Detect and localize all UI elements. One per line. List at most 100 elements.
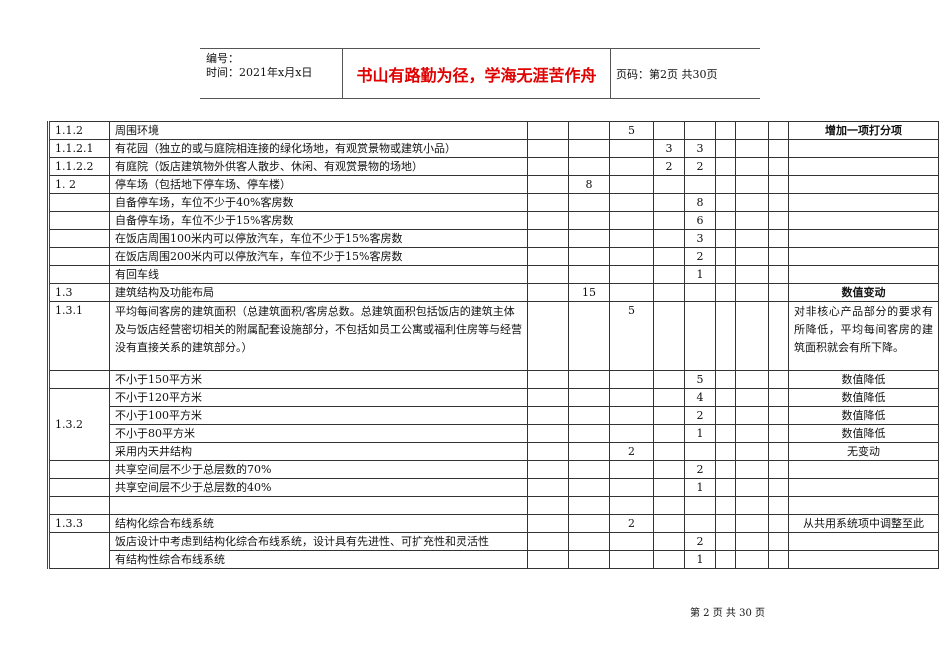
score-cell — [715, 121, 736, 140]
score-cell — [684, 283, 716, 302]
table-row: 1. 2 停车场（包括地下停车场、停车楼） 8 — [48, 175, 939, 194]
score-cell — [768, 211, 789, 230]
score-cell — [715, 211, 736, 230]
score-cell — [609, 388, 654, 407]
score-cell — [735, 193, 769, 212]
table-row: 1.3 建筑结构及功能布局 15 数值变动 — [48, 283, 939, 302]
score-cell — [527, 531, 569, 551]
score-cell — [568, 193, 610, 212]
score-cell — [684, 175, 716, 194]
table-row: 不小于80平方米 1 数值降低 — [49, 424, 939, 443]
score-cell — [715, 301, 736, 371]
score-cell — [653, 301, 685, 371]
item-description: 采用内天井结构 — [109, 442, 528, 461]
score-cell — [653, 460, 685, 479]
item-description: 周围环境 — [109, 121, 528, 140]
score-cell: 1 — [684, 265, 716, 284]
score-cell — [653, 193, 685, 212]
score-cell — [768, 229, 789, 248]
remark-cell — [788, 211, 939, 230]
score-cell — [653, 247, 685, 266]
score-cell: 2 — [609, 513, 654, 533]
score-cell — [735, 549, 769, 569]
score-cell: 2 — [684, 406, 716, 425]
score-cell — [653, 549, 685, 569]
score-cell — [768, 301, 789, 371]
table-row: 1.3.3 结构化综合布线系统 2 从共用系统项中调整至此 — [48, 513, 939, 533]
score-cell — [527, 265, 569, 284]
score-cell — [653, 496, 685, 515]
score-cell — [653, 370, 685, 389]
item-description: 平均每间客房的建筑面积（总建筑面积/客房总数。总建筑面积包括饭店的建筑主体及与饭… — [109, 301, 528, 371]
remark-cell — [788, 496, 939, 515]
table-row: 有回车线 1 — [48, 265, 939, 284]
item-code: 1.3.3 — [48, 513, 110, 533]
score-cell — [568, 460, 610, 479]
score-cell — [609, 175, 654, 194]
score-cell — [768, 406, 789, 425]
item-description: 不小于100平方米 — [109, 406, 528, 425]
table-row: 共享空间层不少于总层数的70% 2 — [48, 460, 939, 479]
remark-cell — [788, 193, 939, 212]
score-cell — [609, 406, 654, 425]
score-cell — [735, 460, 769, 479]
score-cell: 2 — [684, 531, 716, 551]
item-description: 饭店设计中考虑到结构化综合布线系统，设计具有先进性、可扩充性和灵活性 — [109, 531, 528, 551]
score-cell — [735, 531, 769, 551]
table-row: 1.1.2 周围环境 5 增加一项打分项 — [48, 121, 939, 140]
table-row: 在饭店周围200米内可以停放汽车，车位不少于15%客房数 2 — [48, 247, 939, 266]
score-cell — [527, 460, 569, 479]
page-label: 页码：第2页 共30页 — [616, 67, 718, 81]
score-cell — [768, 549, 789, 569]
score-cell — [715, 388, 736, 407]
page-header: 编号： 时间：2021年x月x日 书山有路勤为径，学海无涯苦作舟 页码：第2页 … — [200, 48, 760, 99]
score-cell — [768, 247, 789, 266]
score-cell — [568, 370, 610, 389]
motto: 书山有路勤为径，学海无涯苦作舟 — [343, 49, 611, 98]
score-cell — [735, 478, 769, 497]
score-cell — [653, 388, 685, 407]
score-cell: 5 — [609, 301, 654, 371]
score-cell — [653, 442, 685, 461]
score-cell — [735, 247, 769, 266]
header-meta: 编号： 时间：2021年x月x日 — [200, 49, 343, 98]
item-code — [48, 496, 110, 515]
score-cell — [568, 531, 610, 551]
score-cell — [609, 424, 654, 443]
item-code: 1. 2 — [48, 175, 110, 194]
score-cell — [527, 442, 569, 461]
item-description: 有花园（独立的或与庭院相连接的绿化场地，有观赏景物或建筑小品） — [109, 139, 528, 158]
score-cell — [568, 513, 610, 533]
remark-cell — [788, 139, 939, 158]
score-cell — [527, 424, 569, 443]
item-code — [48, 211, 110, 230]
score-cell — [527, 388, 569, 407]
score-cell — [609, 549, 654, 569]
remark-cell — [788, 460, 939, 479]
scoring-table: 1.1.2 周围环境 5 增加一项打分项 1.1.2.1 有花园（独立的或与庭院相连接的绿… — [47, 121, 939, 569]
item-code: 1.3.1 — [48, 301, 110, 371]
remark-cell: 增加一项打分项 — [788, 121, 939, 140]
score-cell — [653, 531, 685, 551]
score-cell — [568, 442, 610, 461]
score-cell — [609, 139, 654, 158]
score-cell — [609, 211, 654, 230]
remark-cell: 从共用系统项中调整至此 — [788, 513, 939, 533]
score-cell — [735, 175, 769, 194]
score-cell — [735, 424, 769, 443]
score-cell: 6 — [684, 211, 716, 230]
remark-cell: 数值降低 — [788, 388, 939, 407]
item-code — [48, 460, 110, 479]
score-cell — [715, 157, 736, 176]
score-cell: 15 — [568, 283, 610, 302]
table-row — [48, 496, 939, 515]
score-cell — [568, 247, 610, 266]
score-cell — [715, 460, 736, 479]
score-cell — [527, 157, 569, 176]
score-cell — [735, 406, 769, 425]
score-cell — [527, 513, 569, 533]
score-cell — [715, 442, 736, 461]
score-cell — [609, 157, 654, 176]
score-cell: 3 — [653, 139, 685, 158]
score-cell — [715, 247, 736, 266]
